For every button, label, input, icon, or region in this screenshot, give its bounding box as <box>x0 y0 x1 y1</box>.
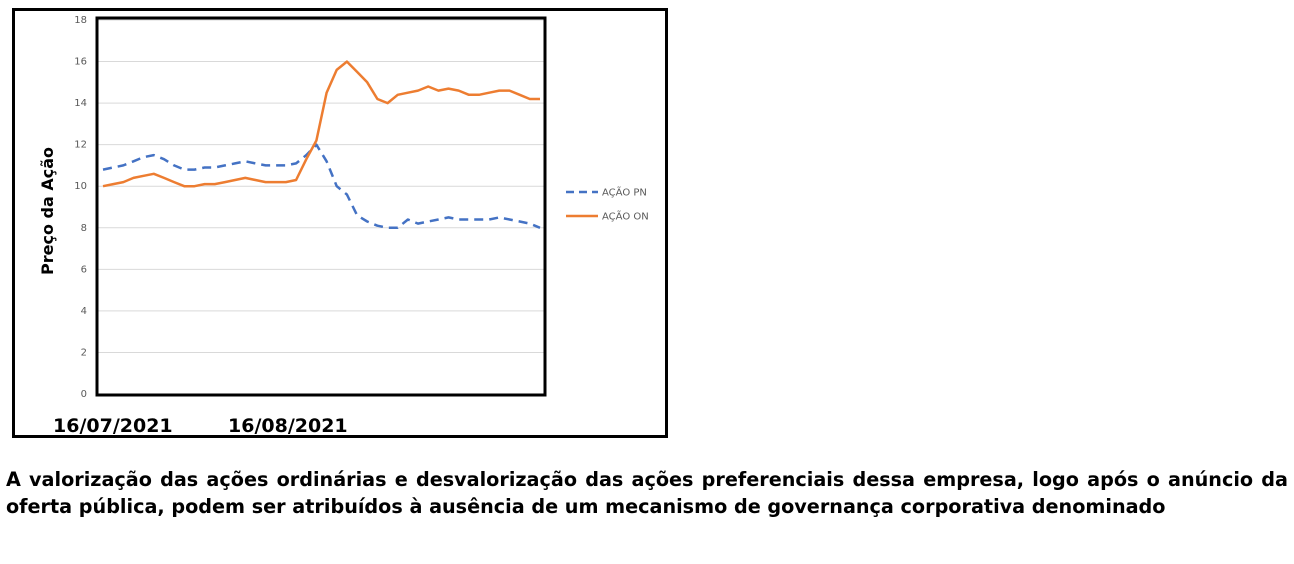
series-line-acao-pn <box>102 143 541 230</box>
chart-figure: 0 2 4 6 8 10 12 14 16 18 Preço da Ação AÇÃO PN AÇÃ… <box>12 8 668 438</box>
y-tick-label: 0 <box>81 389 87 400</box>
y-tick-label: 14 <box>74 98 87 109</box>
y-tick-label: 6 <box>81 264 87 275</box>
y-tick-label: 2 <box>81 347 87 358</box>
series-lines <box>102 60 541 230</box>
legend: AÇÃO PN AÇÃO ON <box>566 186 649 223</box>
legend-label: AÇÃO PN <box>602 186 647 199</box>
y-tick-label: 4 <box>81 306 87 317</box>
legend-label: AÇÃO ON <box>602 210 649 223</box>
question-caption: A valorização das ações ordinárias e des… <box>6 468 1288 518</box>
gridlines <box>98 19 544 353</box>
y-tick-label: 18 <box>74 15 87 26</box>
series-line-acao-on <box>102 60 540 188</box>
y-tick-label: 8 <box>81 223 87 234</box>
x-date-label-start: 16/07/2021 <box>53 415 173 437</box>
y-axis-ticks: 0 2 4 6 8 10 12 14 16 18 <box>74 15 87 400</box>
plot-frame <box>95 16 547 397</box>
x-date-label-mid: 16/08/2021 <box>228 415 348 437</box>
y-tick-label: 16 <box>74 57 87 68</box>
y-tick-label: 12 <box>74 140 87 151</box>
y-tick-label: 10 <box>74 181 87 192</box>
y-axis-label: Preço da Ação <box>38 147 57 275</box>
